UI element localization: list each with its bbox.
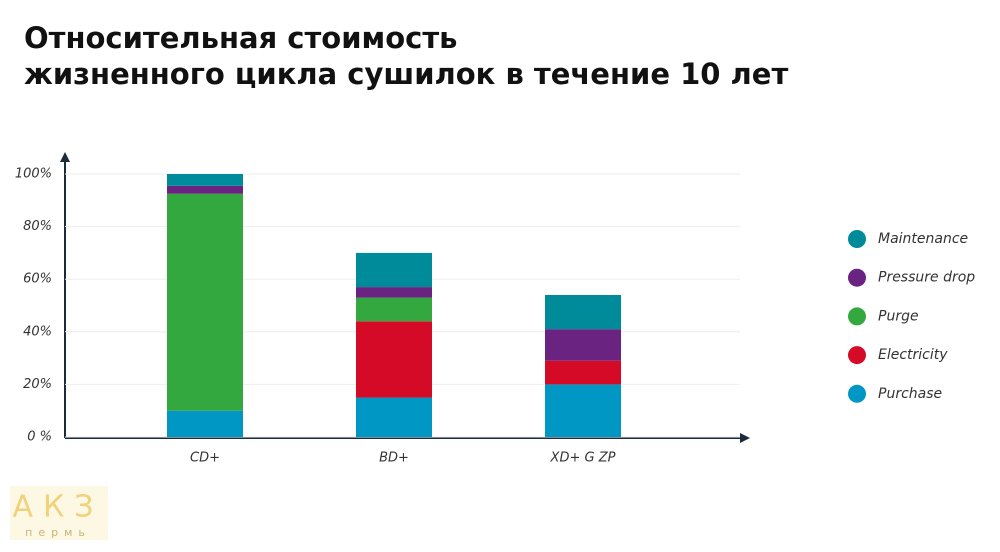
y-tick-label: 40% <box>23 324 52 339</box>
bar-segment <box>545 294 621 330</box>
y-tick-label: 0 % <box>27 430 52 445</box>
y-tick-label: 20% <box>23 377 52 392</box>
bar-segment <box>356 252 432 288</box>
bar-segment <box>167 410 243 437</box>
watermark-sub: пермь <box>25 526 91 539</box>
bar-segment <box>545 360 621 385</box>
x-tick-label: CD+ <box>190 451 220 466</box>
bar-segment <box>356 297 432 322</box>
bar-segment <box>356 321 432 398</box>
bar-segment <box>167 185 243 194</box>
chart-title: жизненного цикла сушилок в течение 10 ле… <box>24 57 788 91</box>
bar-segment <box>356 397 432 437</box>
y-tick-label: 100% <box>15 167 52 182</box>
axes <box>64 160 742 439</box>
bar-segment <box>356 287 432 298</box>
x-tick-label: XD+ G ZP <box>550 451 616 466</box>
legend-label: Maintenance <box>878 231 968 247</box>
watermark-logo: АКЗ <box>12 490 103 525</box>
bar-segment <box>167 193 243 411</box>
legend-label: Purchase <box>878 386 942 402</box>
legend-swatch <box>848 384 866 403</box>
y-tick-label: 80% <box>23 219 52 234</box>
legend-swatch <box>848 230 866 248</box>
legend-swatch <box>848 307 866 326</box>
legend-label: Pressure drop <box>878 270 975 286</box>
watermark-bg <box>10 486 108 540</box>
y-arrow <box>60 152 70 162</box>
x-tick-label: BD+ <box>379 451 409 466</box>
bar-segment <box>167 174 243 186</box>
bar-segment <box>545 384 621 437</box>
legend-swatch <box>848 268 866 287</box>
chart-title: Относительная стоимость <box>24 21 458 55</box>
legend-label: Purge <box>878 308 919 324</box>
x-arrow <box>740 433 750 443</box>
bar-segment <box>545 329 621 361</box>
legend-swatch <box>848 346 866 365</box>
y-tick-label: 60% <box>23 272 52 287</box>
legend-label: Electricity <box>878 347 948 363</box>
